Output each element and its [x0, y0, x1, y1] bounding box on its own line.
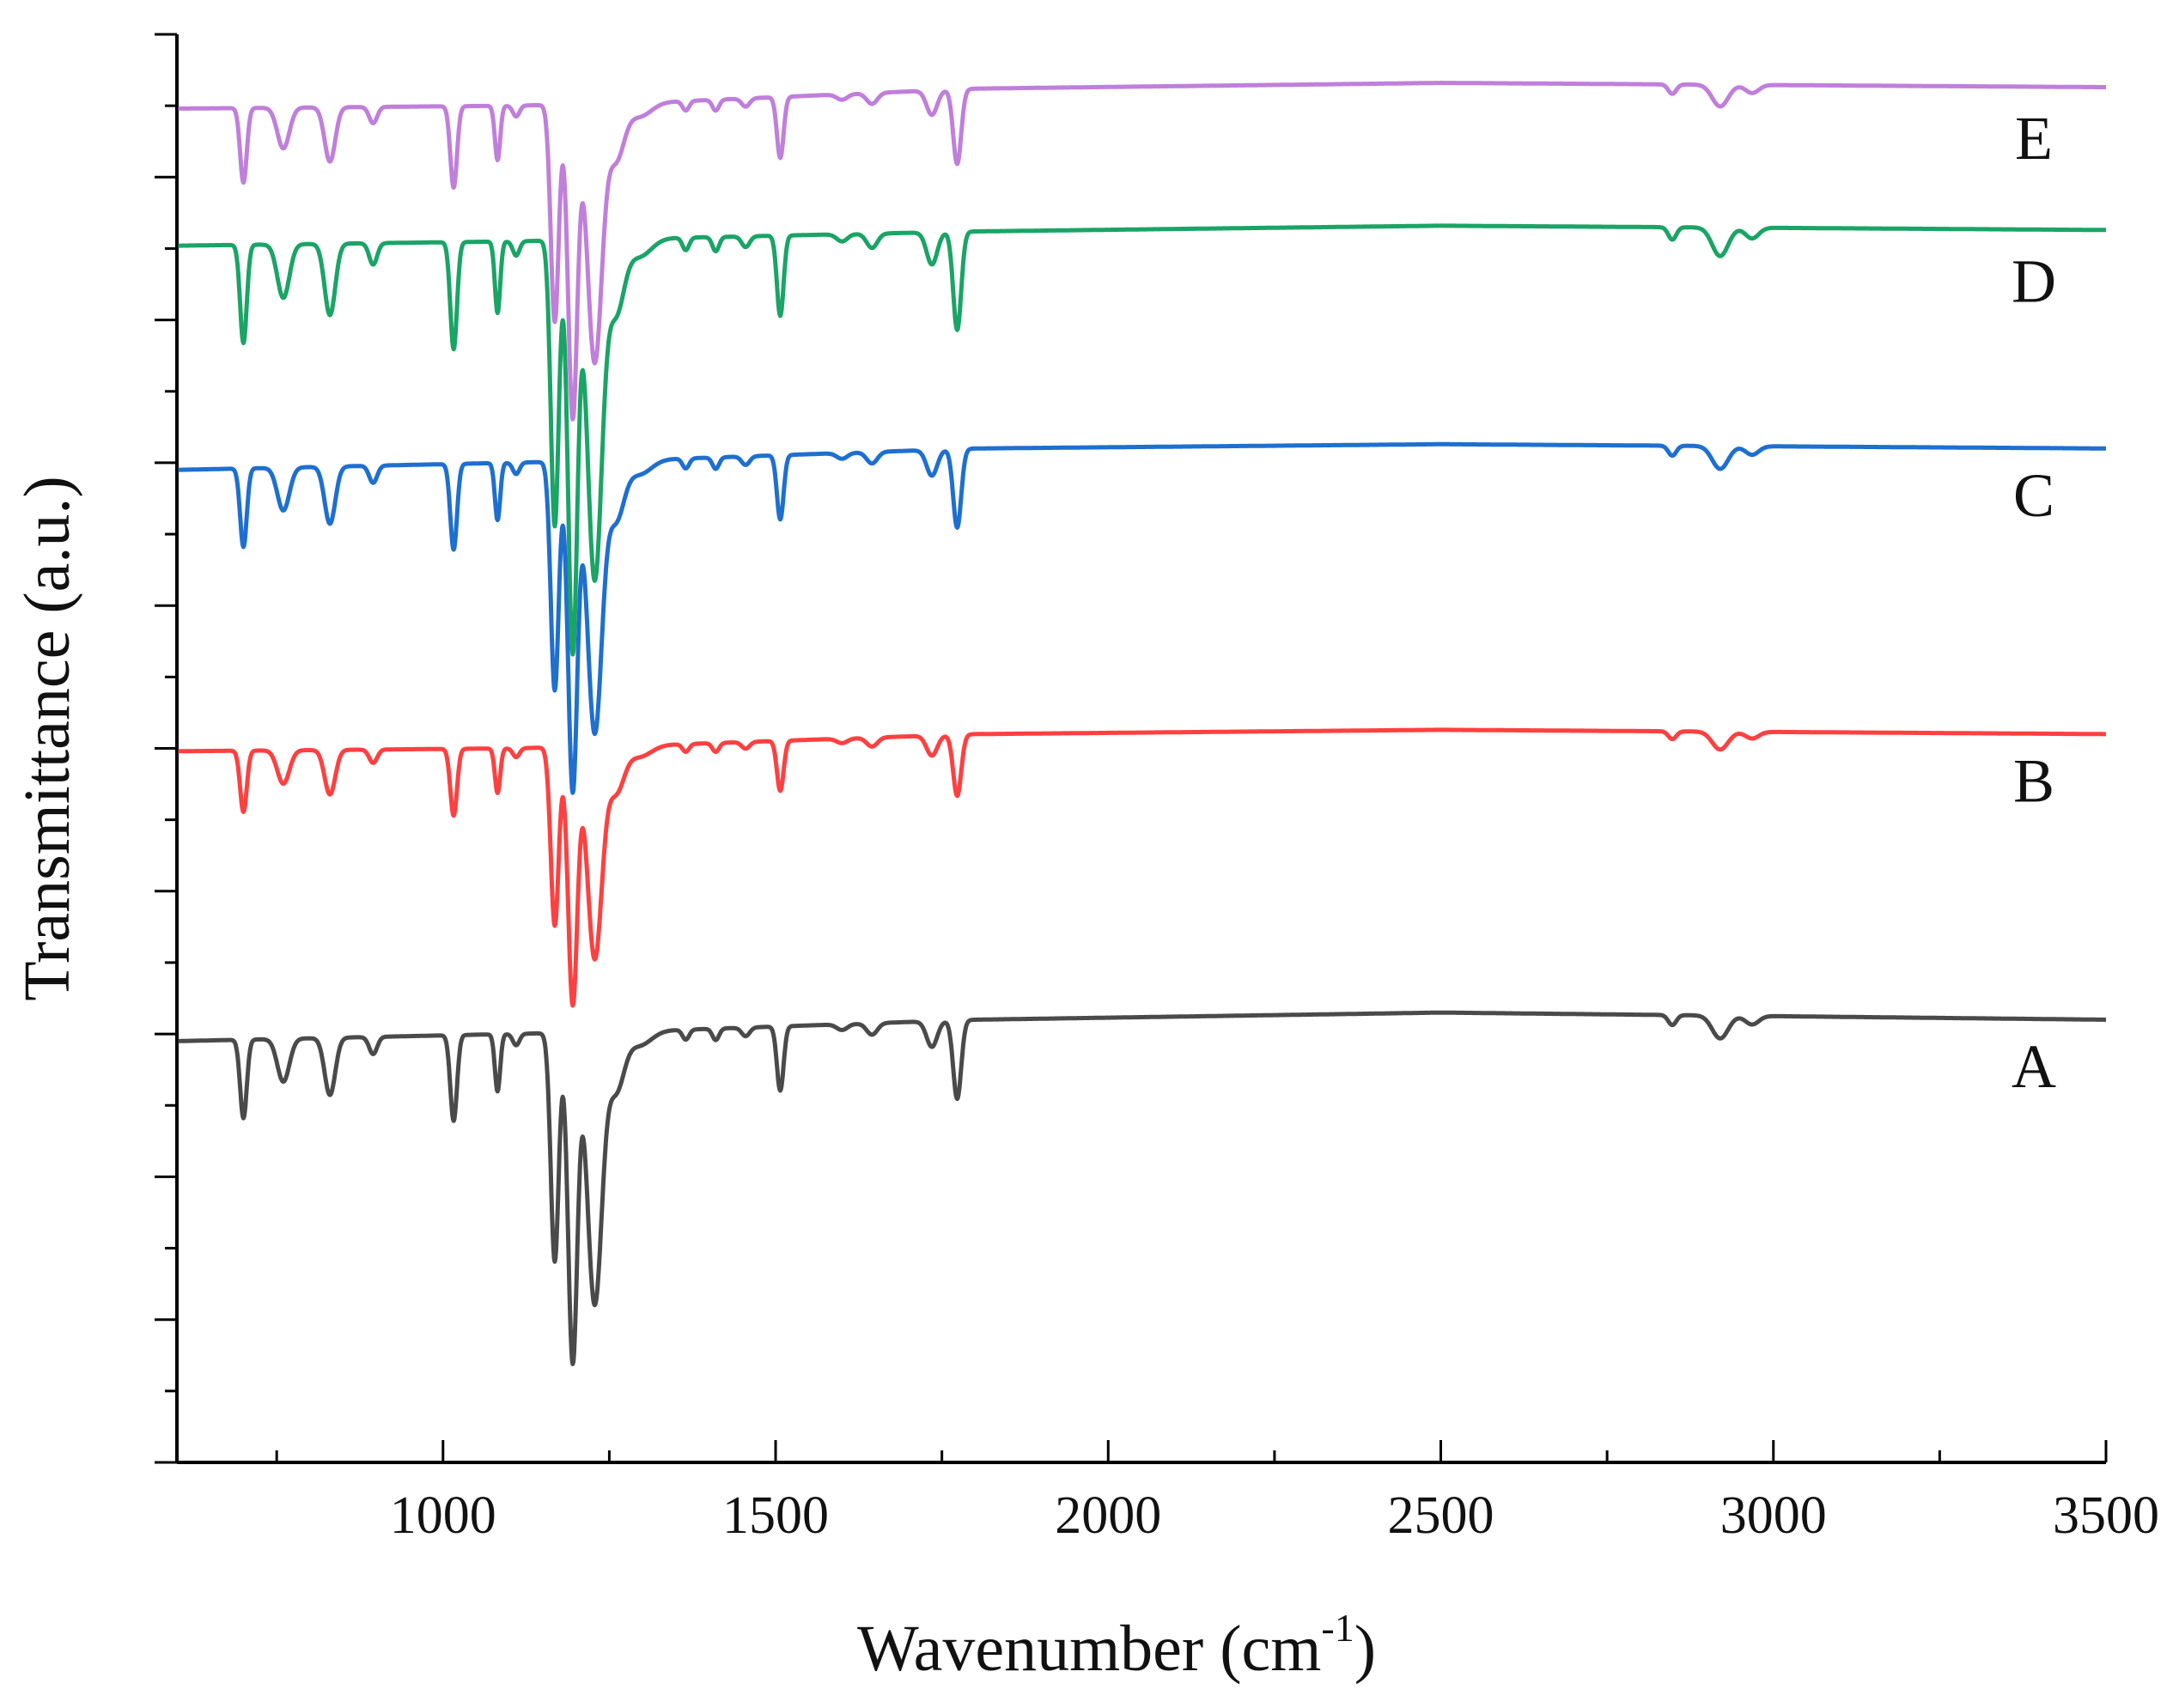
series-label-a: A — [2012, 1032, 2056, 1101]
x-tick-label: 2000 — [1055, 1486, 1161, 1545]
x-tick-label: 2500 — [1388, 1486, 1494, 1545]
series-labels: A B C D E — [2012, 104, 2056, 1101]
axes: 1000 1500 2000 2500 3000 3500 — [155, 33, 2159, 1545]
plot-series — [176, 81, 2108, 1366]
series-line-d — [176, 223, 2108, 657]
x-tick-label: 3500 — [2053, 1486, 2159, 1545]
y-axis-title: Transmittance (a.u.) — [11, 476, 83, 1000]
series-label-e: E — [2015, 104, 2053, 173]
series-line-b — [176, 727, 2108, 1008]
x-tick-label: 3000 — [1720, 1486, 1827, 1545]
series-line-c — [176, 441, 2108, 795]
x-tick-label: 1000 — [390, 1486, 496, 1545]
series-label-b: B — [2013, 747, 2054, 816]
x-axis-title-superscript: -1 — [1321, 1606, 1354, 1650]
x-axis-title-main: Wavenumber (cm — [857, 1613, 1321, 1685]
series-line-a — [176, 1010, 2108, 1366]
x-axis-title: Wavenumber (cm-1) — [857, 1606, 1376, 1685]
series-label-c: C — [2013, 461, 2054, 530]
x-tick-label: 1500 — [722, 1486, 829, 1545]
series-label-d: D — [2012, 246, 2056, 315]
x-axis-title-close: ) — [1354, 1613, 1376, 1685]
series-line-e — [176, 81, 2108, 422]
